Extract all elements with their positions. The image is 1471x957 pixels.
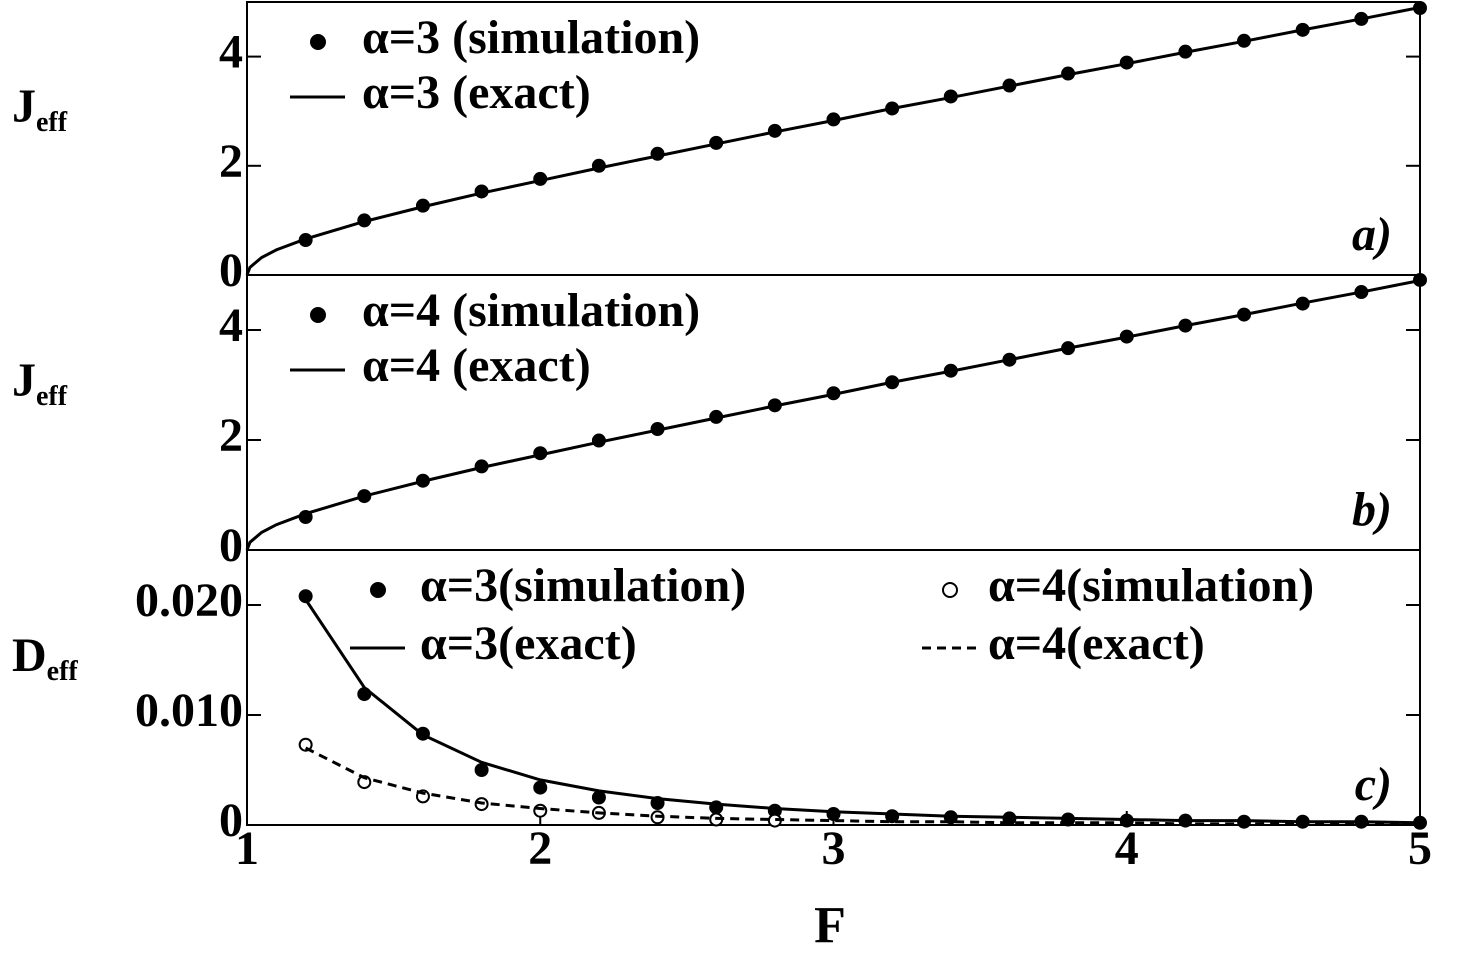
y-label-main: J bbox=[12, 80, 36, 133]
legend-marker bbox=[942, 582, 958, 598]
data-point bbox=[591, 790, 606, 805]
y-tick-label: 0.020 bbox=[135, 574, 243, 627]
y-label-main: J bbox=[12, 354, 36, 407]
legend-label: α=4(exact) bbox=[988, 617, 1205, 670]
x-tick-label: 3 bbox=[822, 822, 846, 875]
y-axis-label: Deff bbox=[12, 629, 78, 687]
data-line bbox=[304, 746, 1420, 826]
panel-label: c) bbox=[1355, 758, 1392, 811]
y-label-sub: eff bbox=[36, 381, 68, 412]
y-tick-label: 0.010 bbox=[135, 684, 243, 737]
y-tick-label: 2 bbox=[219, 135, 243, 188]
x-axis-label: F bbox=[814, 897, 846, 954]
legend-label: α=4 (simulation) bbox=[362, 284, 700, 337]
y-tick-label: 0 bbox=[219, 519, 243, 572]
y-axis-label: Jeff bbox=[12, 80, 68, 138]
y-label-sub: eff bbox=[36, 108, 68, 139]
x-tick-label: 4 bbox=[1115, 822, 1139, 875]
y-axis-label: Jeff bbox=[12, 354, 68, 412]
data-point bbox=[533, 780, 548, 795]
y-tick-label: 4 bbox=[219, 299, 243, 352]
panel-label: a) bbox=[1352, 208, 1392, 261]
legend-marker bbox=[310, 307, 326, 323]
data-line bbox=[245, 5, 1421, 276]
data-point bbox=[474, 763, 489, 777]
y-tick-label: 0 bbox=[219, 244, 243, 297]
legend-label: α=4(simulation) bbox=[988, 559, 1314, 612]
legend-label: α=3(simulation) bbox=[420, 559, 746, 612]
legend-label: α=4 (exact) bbox=[362, 339, 591, 392]
data-point bbox=[826, 807, 841, 821]
y-tick-label: 2 bbox=[219, 409, 243, 462]
y-tick-label: 0 bbox=[219, 794, 243, 847]
x-tick-label: 5 bbox=[1408, 822, 1432, 875]
data-point bbox=[298, 737, 313, 752]
y-label-sub: eff bbox=[47, 656, 79, 687]
legend-marker bbox=[370, 582, 386, 598]
legend-label: α=3(exact) bbox=[420, 617, 637, 670]
x-tick-label: 2 bbox=[528, 822, 552, 875]
data-line bbox=[304, 598, 1421, 825]
legend-marker bbox=[310, 34, 326, 50]
data-point bbox=[533, 803, 548, 818]
data-line bbox=[245, 279, 1421, 551]
panel-label: b) bbox=[1352, 483, 1392, 536]
legend-label: α=3 (exact) bbox=[362, 66, 591, 119]
y-label-main: D bbox=[12, 629, 47, 682]
data-point bbox=[1413, 272, 1427, 287]
x-tick-label: 1 bbox=[235, 822, 259, 875]
legend-label: α=3 (simulation) bbox=[362, 11, 700, 64]
y-tick-label: 4 bbox=[219, 26, 243, 79]
